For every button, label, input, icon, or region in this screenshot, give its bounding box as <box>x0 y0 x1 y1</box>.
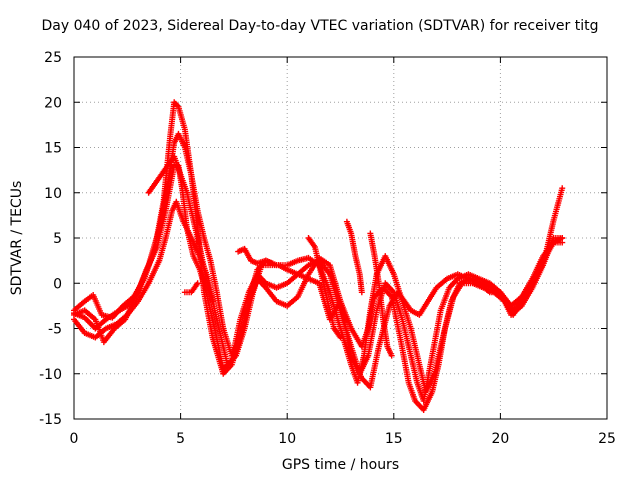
y-tick-label: -5 <box>48 322 62 338</box>
data-point <box>209 298 216 305</box>
data-point <box>194 280 201 287</box>
x-tick-labels: 0 5 10 15 20 25 <box>70 431 616 447</box>
y-tick-labels: -15 -10 -5 0 5 10 15 20 25 <box>39 50 62 428</box>
data-point <box>388 352 395 359</box>
x-tick-label: 20 <box>491 431 509 447</box>
series-track-8 <box>343 218 365 296</box>
axis-ticks <box>73 56 608 420</box>
data-point <box>337 334 344 341</box>
y-tick-label: 15 <box>44 141 62 157</box>
y-tick-label: 10 <box>44 186 62 202</box>
x-tick-label: 0 <box>70 431 79 447</box>
data-point <box>269 260 276 267</box>
x-tick-label: 15 <box>385 431 403 447</box>
series-track-5 <box>145 153 216 305</box>
x-tick-label: 25 <box>598 431 616 447</box>
y-tick-label: -10 <box>39 367 62 383</box>
y-tick-label: 5 <box>53 231 62 247</box>
data-point <box>358 289 365 296</box>
series-track-10 <box>181 280 201 296</box>
x-tick-label: 10 <box>278 431 296 447</box>
y-tick-label: 0 <box>53 276 62 292</box>
data-point <box>559 185 566 192</box>
series-track-7 <box>305 235 344 341</box>
series-track-3 <box>71 198 566 413</box>
series-track-6 <box>235 245 276 267</box>
x-axis-label: GPS time / hours <box>281 457 400 473</box>
y-tick-label: -15 <box>39 412 62 428</box>
y-tick-label: 20 <box>44 95 62 111</box>
y-tick-label: 25 <box>44 50 62 66</box>
y-axis-label: SDTVAR / TECUs <box>9 180 25 296</box>
data-point <box>559 235 566 241</box>
series-track-9 <box>367 230 395 359</box>
chart-title: Day 040 of 2023, Sidereal Day-to-day VTE… <box>41 18 599 34</box>
data-marks <box>71 99 566 413</box>
series-track-1 <box>71 99 566 391</box>
x-tick-label: 5 <box>176 431 185 447</box>
